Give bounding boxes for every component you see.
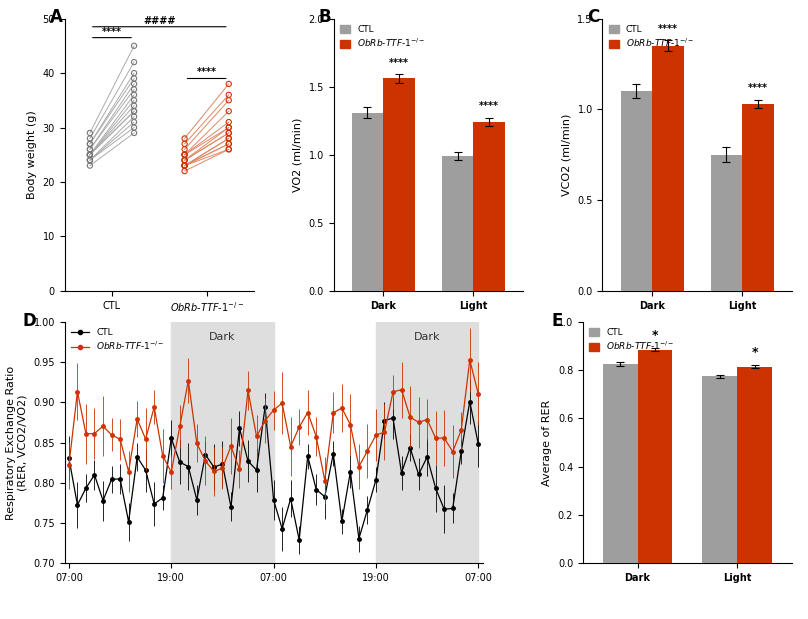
Point (83, 128, 96, 138)
Point (83, 150, 96, 160)
Point (222, 139, 235, 149)
Point (222, 128, 235, 138)
Point (128, 111, 141, 121)
Point (178, 155, 191, 165)
Point (83, 134, 96, 144)
Bar (603, 364, 638, 563)
Point (222, 144, 235, 154)
Point (83, 150, 96, 160)
Point (178, 155, 191, 165)
Legend: CTL, $\it{ObRb}$-$\it{TTF}$-$\it{1}$$^{-/-}$: CTL, $\it{ObRb}$-$\it{TTF}$-$\it{1}$$^{-… (338, 23, 427, 51)
Point (178, 150, 191, 160)
Text: ####: #### (143, 15, 175, 25)
Point (222, 128, 235, 138)
Point (222, 123, 235, 132)
Point (128, 101, 141, 111)
Bar (442, 156, 473, 291)
Point (178, 139, 191, 149)
Point (222, 90, 235, 100)
Point (128, 95, 141, 105)
Bar (383, 79, 415, 291)
Point (222, 134, 235, 144)
Point (128, 74, 141, 84)
Legend: CTL, $\it{ObRb}$-$\it{TTF}$-$\it{1}$$^{-/-}$: CTL, $\it{ObRb}$-$\it{TTF}$-$\it{1}$$^{-… (69, 326, 166, 354)
Text: B: B (318, 7, 331, 25)
Legend: CTL, $\it{ObRb}$-$\it{TTF}$-$\it{1}$$^{-/-}$: CTL, $\it{ObRb}$-$\it{TTF}$-$\it{1}$$^{-… (607, 23, 696, 51)
Y-axis label: VO2 (ml/min): VO2 (ml/min) (292, 118, 303, 192)
Point (222, 123, 235, 132)
Point (178, 150, 191, 160)
Point (128, 68, 141, 78)
Point (178, 150, 191, 160)
Point (83, 150, 96, 160)
Point (222, 134, 235, 144)
Point (222, 117, 235, 127)
Point (222, 139, 235, 149)
Point (128, 128, 141, 138)
Y-axis label: Average of RER: Average of RER (542, 399, 552, 486)
Text: C: C (587, 7, 600, 25)
Point (128, 57, 141, 67)
Text: ****: **** (748, 84, 768, 93)
Bar (351, 113, 383, 291)
Point (178, 161, 191, 171)
Point (128, 117, 141, 127)
Bar (621, 91, 652, 291)
Y-axis label: Respiratory Exchange Ratio
(RER, VCO2/VO2): Respiratory Exchange Ratio (RER, VCO2/VO… (6, 366, 27, 519)
Text: E: E (552, 312, 563, 330)
Bar (702, 376, 737, 563)
Bar (737, 366, 772, 563)
Text: ****: **** (658, 24, 678, 33)
Text: *: * (652, 329, 659, 342)
Text: ****: **** (389, 58, 409, 67)
Point (83, 150, 96, 160)
Point (178, 144, 191, 154)
Point (178, 166, 191, 176)
Text: Dark: Dark (414, 332, 440, 342)
Y-axis label: Body weight (g): Body weight (g) (27, 110, 37, 199)
Text: ****: **** (479, 101, 499, 111)
Text: ****: **** (102, 27, 122, 37)
Point (83, 155, 96, 165)
Text: ****: **** (196, 67, 217, 77)
Point (178, 161, 191, 171)
Point (128, 79, 141, 89)
Point (222, 79, 235, 89)
Y-axis label: VCO2 (ml/min): VCO2 (ml/min) (562, 113, 572, 196)
Point (83, 144, 96, 154)
Point (178, 161, 191, 171)
Point (83, 161, 96, 171)
Point (128, 123, 141, 132)
Legend: CTL, $\it{ObRb}$-$\it{TTF}$-$\it{1}$$^{-/-}$: CTL, $\it{ObRb}$-$\it{TTF}$-$\it{1}$$^{-… (587, 326, 676, 354)
Point (178, 134, 191, 144)
Point (128, 106, 141, 116)
Bar (743, 104, 774, 291)
Point (222, 144, 235, 154)
Point (128, 90, 141, 100)
Point (128, 41, 141, 51)
Point (83, 155, 96, 165)
Point (222, 106, 235, 116)
Bar (652, 46, 684, 291)
Text: *: * (751, 346, 758, 359)
Bar (473, 122, 505, 291)
Point (83, 139, 96, 149)
Point (83, 150, 96, 160)
Point (83, 139, 96, 149)
Text: Dark: Dark (209, 332, 236, 342)
Text: D: D (23, 312, 36, 330)
Bar (638, 350, 672, 563)
Text: A: A (49, 7, 62, 25)
Point (83, 144, 96, 154)
Point (128, 106, 141, 116)
Point (178, 161, 191, 171)
Point (83, 155, 96, 165)
Bar (376, 322, 478, 563)
Point (178, 155, 191, 165)
Point (222, 95, 235, 105)
Point (128, 84, 141, 94)
Bar (171, 322, 274, 563)
Point (178, 161, 191, 171)
Bar (711, 155, 743, 291)
